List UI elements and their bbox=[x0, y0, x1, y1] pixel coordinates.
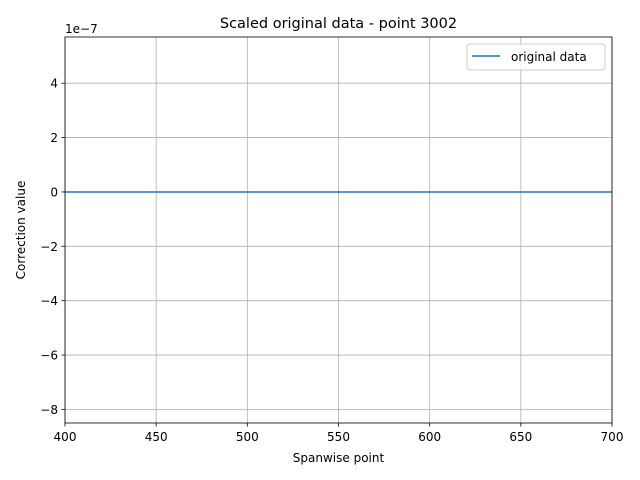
x-tick-label: 500 bbox=[236, 430, 259, 444]
x-tick-label: 700 bbox=[601, 430, 624, 444]
x-axis-label: Spanwise point bbox=[293, 451, 385, 465]
legend-label-original-data: original data bbox=[511, 50, 587, 64]
x-tick-label: 400 bbox=[54, 430, 77, 444]
y-tick-label: −2 bbox=[40, 240, 58, 254]
y-axis-label: Correction value bbox=[14, 181, 28, 280]
x-tick-label: 650 bbox=[509, 430, 532, 444]
y-tick-label: −8 bbox=[40, 403, 58, 417]
y-axis: −8 −6 −4 −2 0 2 4 bbox=[40, 77, 65, 417]
y-offset-label: 1e−7 bbox=[65, 22, 98, 36]
x-tick-label: 600 bbox=[418, 430, 441, 444]
chart-title: Scaled original data - point 3002 bbox=[220, 16, 457, 32]
x-tick-label: 550 bbox=[327, 430, 350, 444]
x-tick-label: 450 bbox=[145, 430, 168, 444]
y-tick-label: −6 bbox=[40, 349, 58, 363]
x-axis: 400 450 500 550 600 650 700 bbox=[54, 423, 624, 444]
y-tick-label: 0 bbox=[50, 185, 58, 199]
y-tick-label: 2 bbox=[50, 131, 58, 145]
y-tick-label: 4 bbox=[50, 77, 58, 91]
legend-box bbox=[466, 43, 606, 71]
legend: original data bbox=[466, 43, 606, 71]
y-tick-label: −4 bbox=[40, 294, 58, 308]
